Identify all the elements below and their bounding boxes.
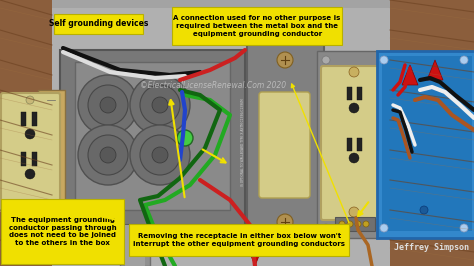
Circle shape <box>88 85 128 125</box>
FancyBboxPatch shape <box>32 112 37 126</box>
Text: Self grounding devices: Self grounding devices <box>49 19 148 28</box>
Circle shape <box>277 52 293 68</box>
FancyBboxPatch shape <box>347 138 352 151</box>
Polygon shape <box>402 65 418 85</box>
Text: A connection used for no other purpose is
required between the metal box and the: A connection used for no other purpose i… <box>173 15 341 37</box>
Text: Jeffrey Simpson: Jeffrey Simpson <box>394 243 469 252</box>
Polygon shape <box>0 0 52 266</box>
FancyBboxPatch shape <box>357 87 362 100</box>
Circle shape <box>349 207 359 217</box>
Text: Removing the receptacle in either box below won't
interrupt the other equipment : Removing the receptacle in either box be… <box>133 233 346 247</box>
FancyBboxPatch shape <box>172 7 342 45</box>
Circle shape <box>420 206 428 214</box>
Circle shape <box>152 147 168 163</box>
Circle shape <box>140 85 180 125</box>
Circle shape <box>25 169 35 179</box>
FancyBboxPatch shape <box>247 41 324 243</box>
Circle shape <box>46 95 56 105</box>
Polygon shape <box>248 248 262 266</box>
FancyBboxPatch shape <box>129 224 349 256</box>
Circle shape <box>78 75 138 135</box>
FancyBboxPatch shape <box>321 66 388 220</box>
Polygon shape <box>427 60 443 80</box>
Circle shape <box>349 67 359 77</box>
Circle shape <box>355 221 361 227</box>
Circle shape <box>363 221 369 227</box>
Circle shape <box>349 153 359 163</box>
FancyBboxPatch shape <box>54 14 143 34</box>
Circle shape <box>46 200 56 210</box>
Circle shape <box>152 97 168 113</box>
FancyBboxPatch shape <box>21 112 26 126</box>
Circle shape <box>140 135 180 175</box>
FancyBboxPatch shape <box>1 198 124 264</box>
Polygon shape <box>75 62 230 210</box>
FancyBboxPatch shape <box>357 138 362 151</box>
Text: The equipment grounding
conductor passing through
does not need to be joined
to : The equipment grounding conductor passin… <box>9 217 117 246</box>
FancyBboxPatch shape <box>382 56 472 231</box>
Polygon shape <box>60 50 245 225</box>
Text: IS OPTIONAL TO WALLBOARD TYPE X ASTM C1396/C1396M: IS OPTIONAL TO WALLBOARD TYPE X ASTM C13… <box>241 98 245 186</box>
Circle shape <box>349 103 359 113</box>
Circle shape <box>130 75 190 135</box>
Circle shape <box>26 201 34 209</box>
Circle shape <box>100 147 116 163</box>
Circle shape <box>100 97 116 113</box>
Text: ©ElectricalLicenseRenewal.Com 2020: ©ElectricalLicenseRenewal.Com 2020 <box>140 81 286 90</box>
Polygon shape <box>125 225 145 266</box>
Circle shape <box>26 96 34 104</box>
Polygon shape <box>390 0 474 266</box>
Circle shape <box>25 129 35 139</box>
FancyBboxPatch shape <box>32 152 37 166</box>
Circle shape <box>78 125 138 185</box>
Circle shape <box>88 135 128 175</box>
Circle shape <box>379 56 387 64</box>
Circle shape <box>177 130 193 146</box>
Circle shape <box>322 224 330 232</box>
Circle shape <box>322 56 330 64</box>
Circle shape <box>347 221 353 227</box>
Polygon shape <box>52 0 390 266</box>
Circle shape <box>380 56 388 64</box>
FancyBboxPatch shape <box>347 87 352 100</box>
Polygon shape <box>38 90 65 215</box>
FancyBboxPatch shape <box>335 217 375 231</box>
Circle shape <box>130 125 190 185</box>
FancyBboxPatch shape <box>377 51 474 238</box>
Circle shape <box>339 221 345 227</box>
Circle shape <box>460 224 468 232</box>
Circle shape <box>277 214 293 230</box>
FancyBboxPatch shape <box>259 92 310 198</box>
FancyBboxPatch shape <box>21 152 26 166</box>
Circle shape <box>379 224 387 232</box>
FancyBboxPatch shape <box>317 51 394 238</box>
Circle shape <box>460 56 468 64</box>
FancyBboxPatch shape <box>1 93 60 212</box>
Circle shape <box>380 224 388 232</box>
Polygon shape <box>120 225 150 266</box>
Polygon shape <box>52 0 390 8</box>
